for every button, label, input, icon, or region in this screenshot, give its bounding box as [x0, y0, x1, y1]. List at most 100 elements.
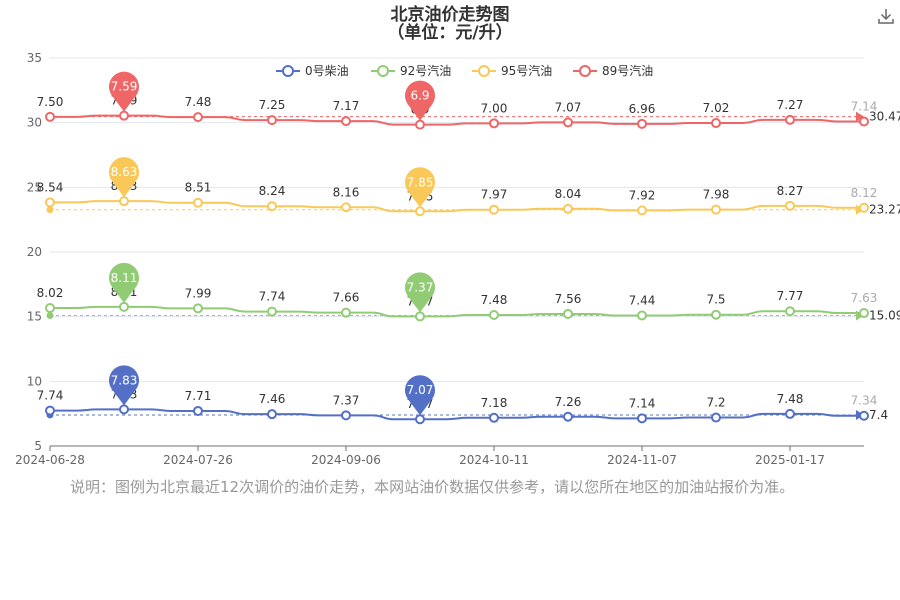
- data-point: [415, 311, 425, 322]
- legend-marker: [478, 65, 490, 77]
- data-point: [563, 203, 573, 214]
- legend-label: 92号汽油: [400, 63, 451, 78]
- average-label: 7.4: [869, 408, 888, 422]
- data-point: [785, 114, 795, 125]
- data-point: [859, 202, 869, 213]
- data-label: 7.07: [555, 100, 582, 114]
- series-line: [50, 114, 864, 126]
- data-point: [267, 201, 277, 212]
- y-tick-label: 5: [34, 439, 42, 453]
- x-tick-label: 2024-07-26: [163, 453, 233, 467]
- data-point: [711, 309, 721, 320]
- download-button[interactable]: [876, 6, 896, 26]
- data-point: [119, 301, 129, 312]
- data-label: 7.14: [851, 100, 878, 114]
- data-label: 7.92: [629, 188, 656, 202]
- max-marker-pin: [109, 365, 140, 406]
- data-label: 7.02: [703, 101, 730, 115]
- data-point: [563, 411, 573, 422]
- data-label: 7.48: [777, 392, 804, 406]
- average-start-dot: [46, 312, 54, 320]
- data-label: 8.54: [37, 180, 64, 194]
- data-point: [45, 197, 55, 208]
- series-line: [50, 200, 864, 213]
- data-label: 7.34: [851, 394, 878, 408]
- data-point: [193, 197, 203, 208]
- data-label: 7.25: [259, 98, 286, 112]
- data-label: 7.98: [703, 188, 730, 202]
- average-label: 15.09: [869, 309, 900, 323]
- data-label: 7.46: [259, 392, 286, 406]
- min-marker-label: 6.9: [410, 89, 429, 103]
- data-label: 8.27: [777, 184, 804, 198]
- data-point: [119, 110, 129, 121]
- data-label: 8.04: [555, 187, 582, 201]
- x-tick-label: 2024-06-28: [15, 453, 85, 467]
- y-tick-label: 25: [27, 180, 42, 194]
- y-tick-label: 20: [27, 245, 42, 259]
- data-label: 8.12: [851, 186, 878, 200]
- max-marker-label: 7.83: [111, 373, 138, 387]
- data-point: [341, 410, 351, 421]
- y-tick-label: 15: [27, 310, 42, 324]
- data-point: [415, 119, 425, 130]
- data-point: [45, 405, 55, 416]
- chart-title: 北京油价走势图: [391, 4, 510, 25]
- y-tick-label: 35: [27, 51, 42, 65]
- x-tick-label: 2025-01-17: [755, 453, 825, 467]
- data-point: [489, 412, 499, 423]
- data-label: 8.51: [185, 181, 212, 195]
- max-marker-label: 7.59: [111, 80, 138, 94]
- data-point: [267, 306, 277, 317]
- max-marker-pin: [109, 71, 140, 112]
- data-point: [785, 408, 795, 419]
- data-point: [415, 414, 425, 425]
- series-line: [50, 305, 864, 318]
- x-tick-label: 2024-09-06: [311, 453, 381, 467]
- y-tick-label: 10: [27, 374, 42, 388]
- data-point: [859, 116, 869, 127]
- data-label: 7.56: [555, 292, 582, 306]
- x-tick-label: 2024-11-07: [607, 453, 677, 467]
- data-point: [45, 303, 55, 314]
- data-point: [119, 404, 129, 415]
- data-label: 7.48: [185, 95, 212, 109]
- data-label: 7.5: [706, 293, 725, 307]
- average-start-dot: [46, 206, 54, 214]
- data-point: [785, 306, 795, 317]
- data-label: 7.2: [706, 396, 725, 410]
- average-label: 23.27: [869, 203, 900, 217]
- data-point: [637, 413, 647, 424]
- data-label: 7.37: [333, 393, 360, 407]
- data-label: 8.16: [333, 185, 360, 199]
- y-tick-label: 30: [27, 116, 42, 130]
- data-label: 7.17: [333, 99, 360, 113]
- min-marker-label: 7.07: [407, 383, 434, 397]
- legend-marker: [579, 65, 591, 77]
- data-point: [563, 117, 573, 128]
- data-point: [563, 308, 573, 319]
- data-point: [859, 308, 869, 319]
- legend-label: 95号汽油: [501, 63, 552, 78]
- max-marker-pin: [109, 262, 140, 303]
- data-label: 7.48: [481, 293, 508, 307]
- min-marker-label: 7.85: [407, 175, 434, 189]
- data-label: 7.74: [259, 290, 286, 304]
- data-label: 7.71: [185, 389, 212, 403]
- data-point: [489, 309, 499, 320]
- legend-label: 0号柴油: [305, 64, 349, 78]
- data-label: 7.74: [37, 389, 64, 403]
- data-point: [489, 118, 499, 129]
- data-point: [341, 116, 351, 127]
- data-point: [415, 206, 425, 217]
- max-marker-label: 8.63: [111, 165, 138, 179]
- data-point: [711, 118, 721, 129]
- data-point: [711, 204, 721, 215]
- data-point: [859, 410, 869, 421]
- data-point: [489, 204, 499, 215]
- data-point: [267, 409, 277, 420]
- data-label: 7.50: [37, 95, 64, 109]
- data-point: [193, 112, 203, 123]
- data-point: [267, 115, 277, 126]
